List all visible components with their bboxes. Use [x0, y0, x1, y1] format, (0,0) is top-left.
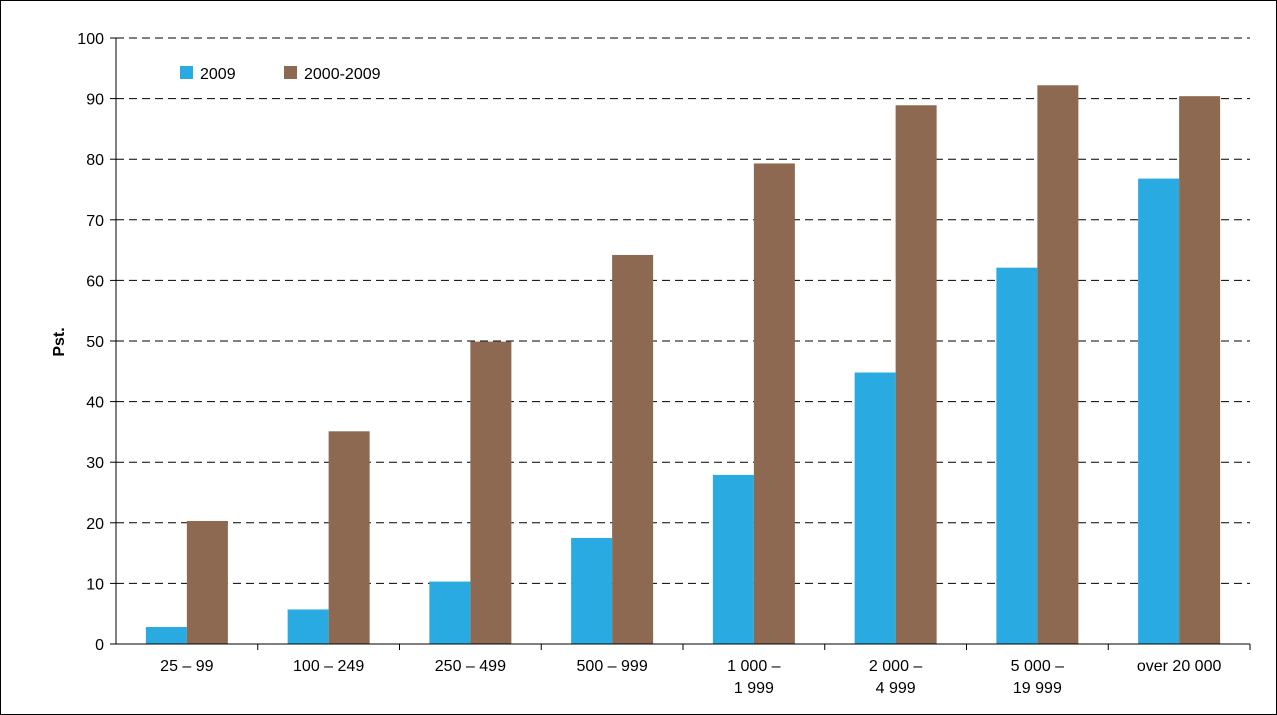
bar-2000-2009-5	[895, 105, 937, 645]
x-category-label: 1 000 –	[727, 658, 780, 675]
bar-2000-2009-6	[1037, 85, 1079, 644]
bar-2009-5	[854, 372, 896, 644]
bar-2000-2009-7	[1179, 96, 1221, 644]
bar-2000-2009-0	[186, 520, 228, 644]
y-tick-label: 30	[86, 455, 104, 472]
x-category-label: 19 999	[1013, 680, 1062, 697]
y-tick-label: 70	[86, 213, 104, 230]
x-category-labels: 25 – 99 100 – 249 250 – 499 500 – 999 1 000 …	[160, 658, 1221, 697]
bar-2009-0	[145, 627, 187, 644]
bar-2009-2	[429, 581, 471, 644]
bar-2000-2009-1	[328, 431, 370, 644]
y-tick-label: 60	[86, 273, 104, 290]
y-tick-label: 40	[86, 395, 104, 412]
x-category-label: 5 000 –	[1011, 658, 1064, 675]
bar-2009-6	[996, 267, 1038, 644]
legend-label-2009: 2009	[200, 66, 236, 83]
bars	[145, 85, 1221, 645]
gridlines	[116, 37, 1250, 584]
x-category-label: 100 – 249	[293, 658, 364, 675]
x-category-label: over 20 000	[1137, 658, 1222, 675]
x-category-label: 25 – 99	[160, 658, 213, 675]
y-axis-title: Pst.	[51, 327, 68, 356]
legend-label-2000-2009: 2000-2009	[304, 66, 381, 83]
x-category-label: 250 – 499	[435, 658, 506, 675]
y-tick-labels: 0 10 20 30 40 50 60 70 80 90 100	[77, 31, 104, 654]
bar-2000-2009-3	[612, 254, 654, 644]
y-tick-label: 90	[86, 92, 104, 109]
bar-2009-4	[712, 474, 754, 644]
x-category-label: 4 999	[876, 680, 916, 697]
bar-2009-3	[571, 537, 613, 644]
legend: 2009 2000-2009	[180, 66, 381, 83]
y-tick-label: 20	[86, 516, 104, 533]
y-tick-label: 80	[86, 152, 104, 169]
y-tick-label: 50	[86, 334, 104, 351]
y-tick-label: 10	[86, 576, 104, 593]
bar-2009-1	[287, 609, 329, 644]
x-category-label: 2 000 –	[869, 658, 922, 675]
bar-2000-2009-2	[470, 341, 512, 644]
axes	[110, 37, 1251, 650]
legend-swatch-2009	[180, 66, 193, 79]
y-tick-label: 0	[95, 637, 104, 654]
bar-2000-2009-4	[753, 163, 795, 644]
legend-swatch-2000-2009	[284, 66, 297, 79]
x-category-label: 500 – 999	[577, 658, 648, 675]
x-category-label: 1 999	[734, 680, 774, 697]
y-tick-label: 100	[77, 31, 104, 48]
bar-2009-7	[1138, 178, 1180, 645]
